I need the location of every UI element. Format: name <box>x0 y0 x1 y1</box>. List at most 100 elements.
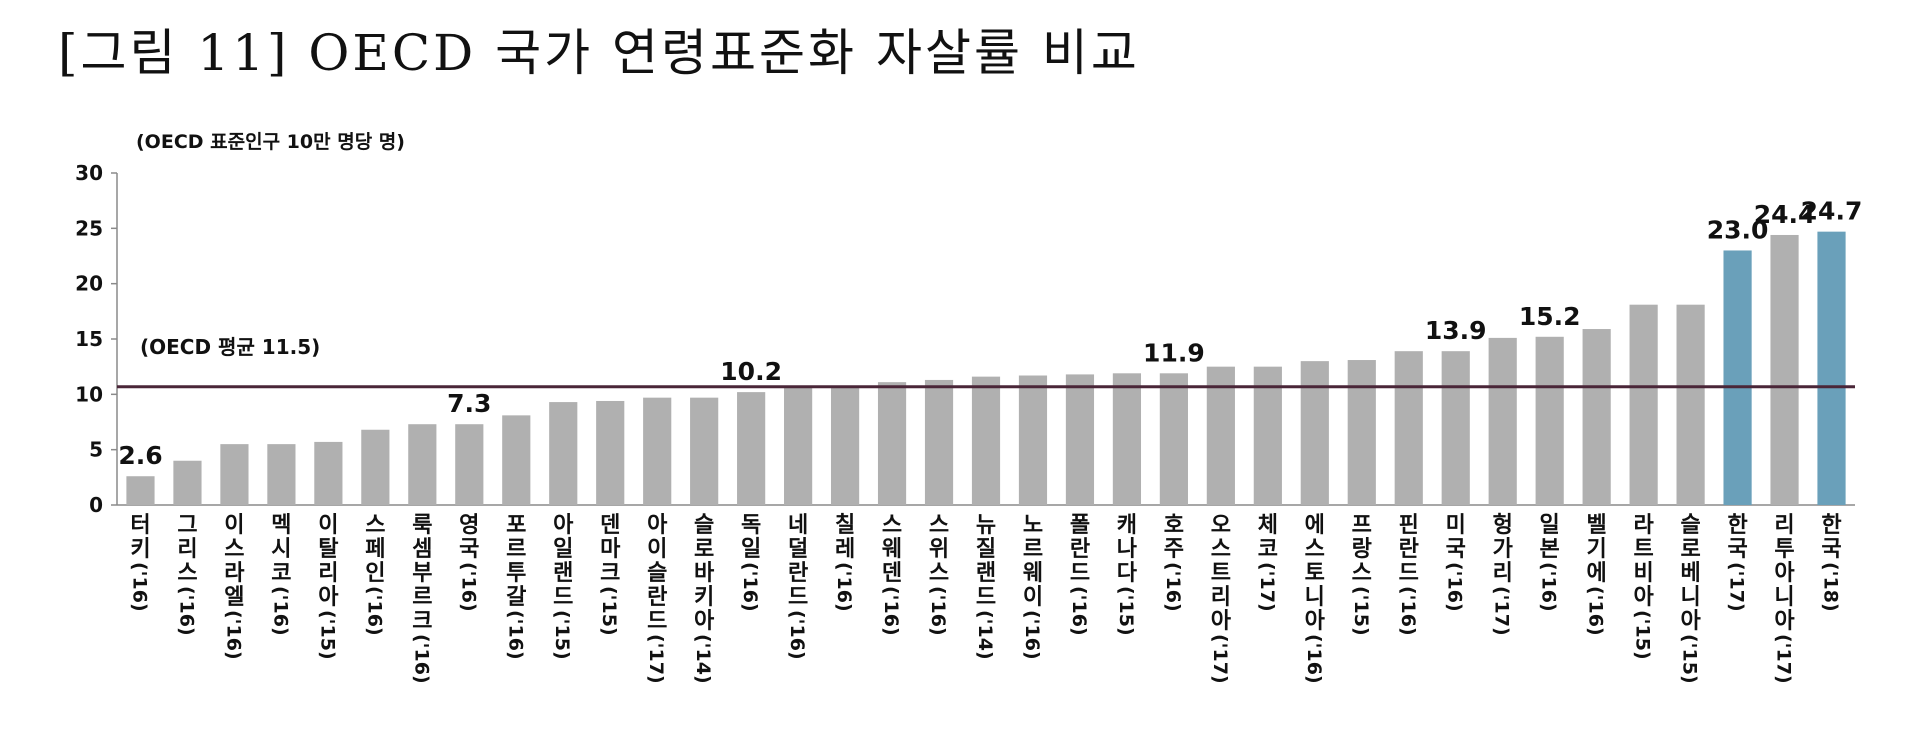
x-category-year: ('16) <box>457 562 479 612</box>
bar <box>1112 373 1142 505</box>
y-tick-label: 10 <box>75 382 103 406</box>
x-category-year: ('16) <box>222 610 244 660</box>
bar-highlighted <box>1817 231 1846 506</box>
bar-highlighted <box>1723 250 1752 505</box>
y-tick-label: 30 <box>75 161 103 185</box>
x-category-year: ('16) <box>1585 586 1607 636</box>
bar <box>361 429 390 505</box>
bar <box>1347 360 1376 505</box>
bar <box>1159 373 1188 505</box>
x-category-year: ('17) <box>645 634 667 684</box>
data-label: 24.7 <box>1801 197 1863 226</box>
bar <box>1018 375 1048 505</box>
bar <box>737 392 766 505</box>
bar <box>830 386 860 505</box>
x-category-year: ('16) <box>927 586 949 636</box>
bar <box>784 387 813 505</box>
bar <box>877 382 907 505</box>
data-label: 23.0 <box>1707 215 1769 244</box>
x-category-year: ('16) <box>1068 586 1090 636</box>
x-category-year: ('17) <box>1491 586 1513 636</box>
x-category-year: ('16) <box>1303 634 1325 684</box>
bar <box>1300 361 1329 505</box>
x-category-year: ('15) <box>1632 610 1654 660</box>
y-axis-unit-label: (OECD 표준인구 10만 명당 명) <box>136 131 405 153</box>
bar <box>126 476 155 505</box>
x-category-year: ('16) <box>1397 586 1419 636</box>
oecd-average-label: (OECD 평균 11.5) <box>140 335 320 359</box>
x-category-year: ('14) <box>974 610 996 660</box>
bar <box>1206 366 1235 505</box>
bar <box>173 460 202 505</box>
bar <box>924 379 954 505</box>
bar <box>1441 351 1470 505</box>
x-category-year: ('15) <box>551 610 573 660</box>
y-tick-label: 20 <box>75 272 103 296</box>
x-category-year: ('16) <box>269 586 291 636</box>
page-title: [그림 11] OECD 국가 연령표준화 자살률 비교 <box>58 24 1140 82</box>
x-category-year: ('16) <box>363 586 385 636</box>
y-tick-label: 15 <box>75 327 103 351</box>
bar <box>690 397 719 505</box>
bar <box>1488 337 1517 505</box>
bar <box>643 397 672 505</box>
bar <box>1535 336 1564 505</box>
x-category-year: ('16) <box>786 610 808 660</box>
data-label: 15.2 <box>1519 302 1581 331</box>
bar <box>408 424 437 505</box>
bar <box>1582 329 1611 505</box>
bar <box>1629 304 1658 505</box>
x-category-year: ('16) <box>1021 610 1043 660</box>
bar <box>267 444 296 505</box>
bar <box>971 376 1001 505</box>
x-category-year: ('16) <box>1538 562 1560 612</box>
x-category-year: ('15) <box>598 586 620 636</box>
x-category-year: ('18) <box>1820 562 1842 612</box>
y-tick-label: 25 <box>75 216 103 240</box>
x-category-year: ('15) <box>316 610 338 660</box>
bar <box>1065 374 1095 505</box>
x-category-year: ('16) <box>504 610 526 660</box>
bar <box>596 400 625 505</box>
x-category-year: ('16) <box>128 562 150 612</box>
bar <box>549 402 578 505</box>
x-category-year: ('15) <box>1679 634 1701 684</box>
bar <box>1770 234 1799 505</box>
bar <box>1394 351 1423 505</box>
data-label: 24.4 <box>1754 200 1816 229</box>
y-tick-label: 5 <box>89 438 103 462</box>
x-category-year: ('16) <box>1444 562 1466 612</box>
bar <box>1253 366 1282 505</box>
data-label: 2.6 <box>118 441 162 470</box>
y-tick-label: 0 <box>89 493 103 517</box>
data-label: 11.9 <box>1143 338 1205 367</box>
x-category-year: ('17) <box>1209 634 1231 684</box>
bar <box>314 441 343 505</box>
